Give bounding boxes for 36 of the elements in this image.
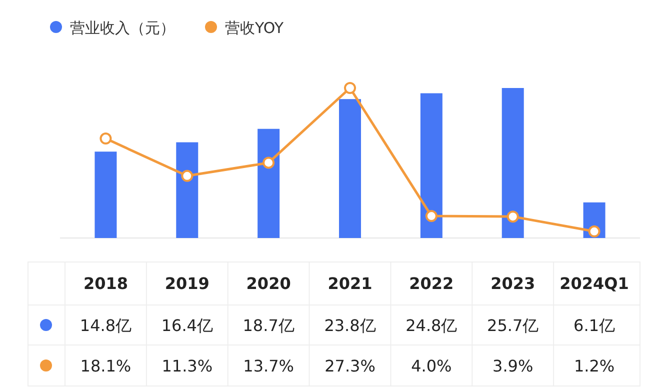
bar [176, 142, 198, 238]
x-tick-label: 2024Q1 [560, 274, 629, 293]
data-label: 16.4亿 [161, 316, 213, 335]
data-label: 14.8亿 [80, 316, 132, 335]
point [181, 170, 194, 182]
data-label: 6.1亿 [574, 316, 616, 335]
data-label: 25.7亿 [487, 316, 539, 335]
data-label: 4.0% [411, 356, 452, 376]
data-label: 27.3% [324, 356, 376, 376]
x-tick-label: 2023 [490, 274, 536, 293]
point [100, 132, 112, 145]
x-tick-label: 2018 [83, 274, 128, 293]
data-label: 11.3% [162, 356, 213, 376]
bar [339, 99, 361, 238]
x-tick-label: 2019 [164, 274, 210, 293]
point [506, 210, 519, 223]
data-label: 18.1% [80, 356, 132, 376]
point [588, 225, 600, 238]
point [262, 156, 275, 169]
bar [258, 128, 280, 238]
data-label: 1.2% [574, 356, 615, 376]
data-label: 24.8亿 [406, 316, 458, 335]
point [425, 210, 438, 222]
legend-label: 营收YOY [225, 19, 284, 37]
x-tick-label: 2020 [246, 274, 291, 293]
bar [94, 152, 117, 238]
x-tick-label: 2022 [409, 274, 454, 293]
point [344, 82, 356, 94]
data-label: 18.7亿 [242, 316, 294, 335]
data-label: 3.9% [492, 356, 534, 376]
bar [420, 93, 442, 238]
legend-label: 营业收入（元） [70, 19, 175, 37]
x-tick-label: 2021 [328, 274, 372, 293]
data-label: 13.7% [243, 356, 294, 376]
data-label: 23.8亿 [324, 316, 376, 335]
bar [502, 88, 524, 238]
